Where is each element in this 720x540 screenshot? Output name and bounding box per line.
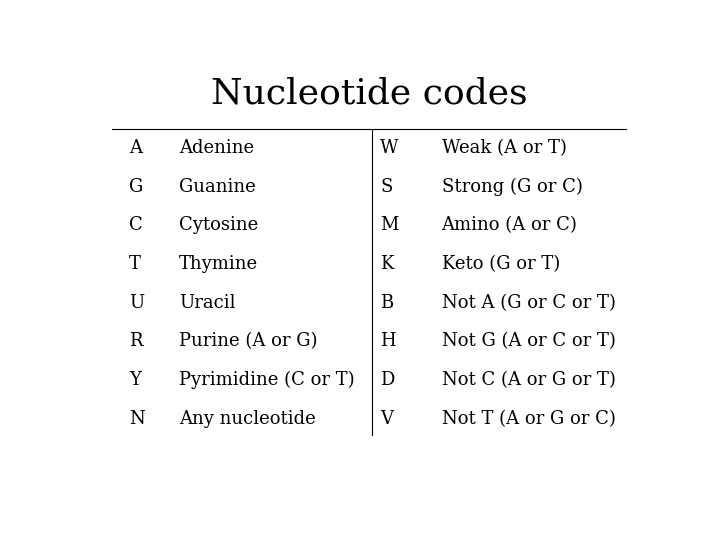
Text: Purine (A or G): Purine (A or G): [179, 332, 318, 350]
Text: Pyrimidine (C or T): Pyrimidine (C or T): [179, 371, 355, 389]
Text: Y: Y: [129, 371, 141, 389]
Text: Amino (A or C): Amino (A or C): [441, 217, 577, 234]
Text: Not C (A or G or T): Not C (A or G or T): [441, 371, 616, 389]
Text: G: G: [129, 178, 143, 195]
Text: H: H: [380, 332, 396, 350]
Text: Not G (A or C or T): Not G (A or C or T): [441, 332, 616, 350]
Text: T: T: [129, 255, 141, 273]
Text: S: S: [380, 178, 392, 195]
Text: Adenine: Adenine: [179, 139, 254, 157]
Text: C: C: [129, 217, 143, 234]
Text: R: R: [129, 332, 143, 350]
Text: Thymine: Thymine: [179, 255, 258, 273]
Text: Keto (G or T): Keto (G or T): [441, 255, 559, 273]
Text: Any nucleotide: Any nucleotide: [179, 410, 316, 428]
Text: M: M: [380, 217, 399, 234]
Text: Uracil: Uracil: [179, 294, 235, 312]
Text: Not A (G or C or T): Not A (G or C or T): [441, 294, 616, 312]
Text: K: K: [380, 255, 394, 273]
Text: N: N: [129, 410, 145, 428]
Text: B: B: [380, 294, 393, 312]
Text: V: V: [380, 410, 393, 428]
Text: Nucleotide codes: Nucleotide codes: [211, 77, 527, 111]
Text: A: A: [129, 139, 142, 157]
Text: U: U: [129, 294, 144, 312]
Text: Guanine: Guanine: [179, 178, 256, 195]
Text: Not T (A or G or C): Not T (A or G or C): [441, 410, 616, 428]
Text: Cytosine: Cytosine: [179, 217, 258, 234]
Text: W: W: [380, 139, 399, 157]
Text: D: D: [380, 371, 395, 389]
Text: Strong (G or C): Strong (G or C): [441, 178, 582, 196]
Text: Weak (A or T): Weak (A or T): [441, 139, 567, 157]
